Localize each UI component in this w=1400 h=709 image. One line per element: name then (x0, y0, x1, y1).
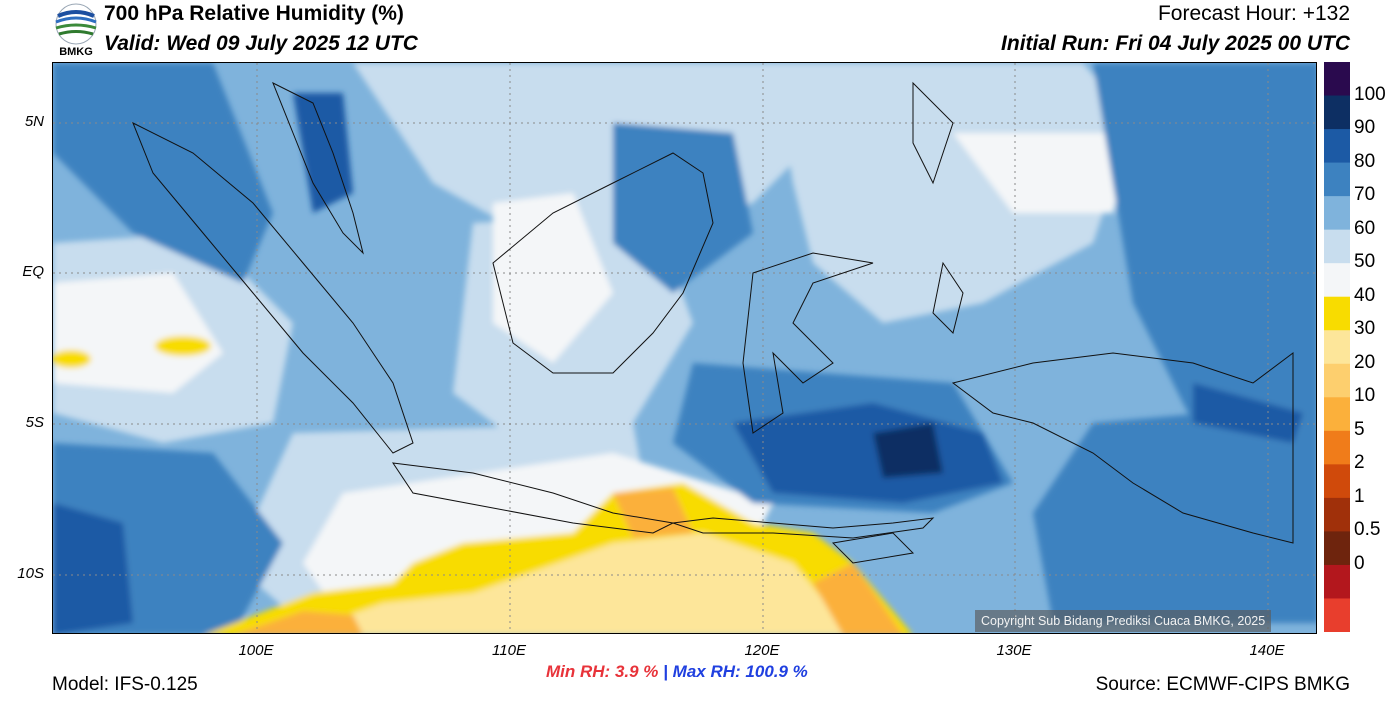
sulawesi-coast (742, 252, 874, 434)
colorbar-label: 1 (1354, 485, 1365, 507)
lon-label-110e: 110E (492, 642, 526, 659)
colorbar-swatch (1324, 296, 1350, 331)
malaya-coast (272, 81, 364, 255)
initial-run: Initial Run: Fri 04 July 2025 00 UTC (1001, 32, 1350, 55)
rh-stats: Min RH: 3.9 % | Max RH: 100.9 % (546, 662, 808, 682)
colorbar-label: 100 (1354, 83, 1386, 105)
colorbar-swatch (1324, 62, 1350, 97)
field-saturated-banda (873, 423, 943, 478)
min-rh-label: Min RH: (546, 662, 611, 681)
copyright-notice: Copyright Sub Bidang Prediksi Cuaca BMKG… (975, 610, 1272, 632)
field-verywet-banda (733, 403, 1003, 503)
stats-separator: | (663, 662, 668, 681)
philippines-coast (912, 81, 954, 185)
colorbar-label: 90 (1354, 117, 1376, 139)
colorbar-label: 20 (1354, 351, 1376, 373)
colorbar-label: 2 (1354, 452, 1365, 474)
field-wet-sumatra-north (53, 63, 273, 283)
halmahera-coast (932, 261, 964, 334)
colorbar-swatch (1324, 397, 1350, 432)
colorbar-label: 60 (1354, 217, 1376, 239)
colorbar-label: 50 (1354, 251, 1376, 273)
lat-label-eq: EQ (22, 263, 44, 280)
graticule (53, 63, 1316, 633)
lon-label-130e: 130E (996, 642, 1032, 659)
colorbar-swatch (1324, 229, 1350, 264)
colorbar-swatch (1324, 430, 1350, 465)
colorbar-swatch (1324, 330, 1350, 365)
field-verywet-malaya (293, 93, 353, 213)
colorbar-swatch (1324, 95, 1350, 130)
borneo-coast (492, 152, 714, 374)
lon-label-120e: 120E (744, 642, 780, 659)
forecast-hour: Forecast Hour: +132 (1157, 2, 1350, 25)
lat-label-10s: 10S (17, 565, 44, 582)
colorbar-swatch (1324, 196, 1350, 231)
field-white-borneo (493, 193, 613, 363)
lon-label-140e: 140E (1249, 642, 1285, 659)
field-verywet-papua (1193, 383, 1303, 443)
colorbar-label: 0 (1354, 552, 1365, 574)
colorbar-swatch (1324, 598, 1350, 633)
field-white-west (53, 273, 223, 393)
field-wet-arafura (1033, 403, 1316, 623)
field-dry-orange-java (613, 488, 693, 538)
humidity-fields (53, 63, 1316, 633)
field-wet-pacific-east (1093, 63, 1316, 443)
field-dry-orange-east (813, 563, 902, 633)
colorbar-swatch (1324, 129, 1350, 164)
field-light-ne (773, 63, 1133, 323)
lat-label-5s: 5S (25, 414, 44, 431)
bmkg-logo (52, 2, 100, 60)
logo-text: BMKG (59, 46, 93, 58)
colorbar-label: 5 (1354, 418, 1365, 440)
colorbar-label: 0.5 (1354, 519, 1381, 541)
colorbar-swatch (1324, 464, 1350, 499)
lat-label-5n: 5N (24, 113, 44, 130)
colorbar-swatch (1324, 263, 1350, 298)
model-label: Model: IFS-0.125 (52, 674, 198, 695)
sumatra-coast (132, 121, 414, 454)
map-title: 700 hPa Relative Humidity (%) (104, 2, 404, 25)
field-white-pacific (953, 133, 1133, 213)
colorbar-label: 10 (1354, 385, 1376, 407)
field-verywet-sw (53, 503, 133, 633)
colorbar-label: 40 (1354, 284, 1376, 306)
field-dry-pale (298, 533, 852, 633)
lon-label-100e: 100E (238, 642, 274, 659)
coastlines (132, 81, 1294, 564)
colorbar (1324, 62, 1350, 633)
field-dry-patch-1 (155, 336, 211, 356)
min-rh-value: 3.9 % (614, 662, 659, 681)
colorbar-swatch (1324, 363, 1350, 398)
colorbar-swatch (1324, 497, 1350, 533)
java-coast (391, 462, 675, 534)
papua-coast (951, 352, 1294, 544)
colorbar-swatch (1324, 531, 1350, 566)
valid-time: Valid: Wed 09 July 2025 12 UTC (104, 32, 418, 55)
nusa-tenggara-coast (672, 517, 935, 539)
max-rh-label: Max RH: 100.9 % (672, 662, 808, 681)
colorbar-label: 30 (1354, 318, 1376, 340)
colorbar-swatch (1324, 162, 1350, 197)
timor-coast (831, 532, 915, 564)
field-dry-patch-2 (53, 350, 91, 368)
field-dry-orange-west (238, 611, 362, 633)
colorbar-svg (1324, 62, 1350, 633)
colorbar-label: 70 (1354, 184, 1376, 206)
source-label: Source: ECMWF-CIPS BMKG (1095, 674, 1350, 695)
humidity-map-svg (53, 63, 1316, 633)
humidity-map[interactable] (52, 62, 1317, 634)
colorbar-label: 80 (1354, 150, 1376, 172)
colorbar-swatch (1324, 564, 1350, 600)
